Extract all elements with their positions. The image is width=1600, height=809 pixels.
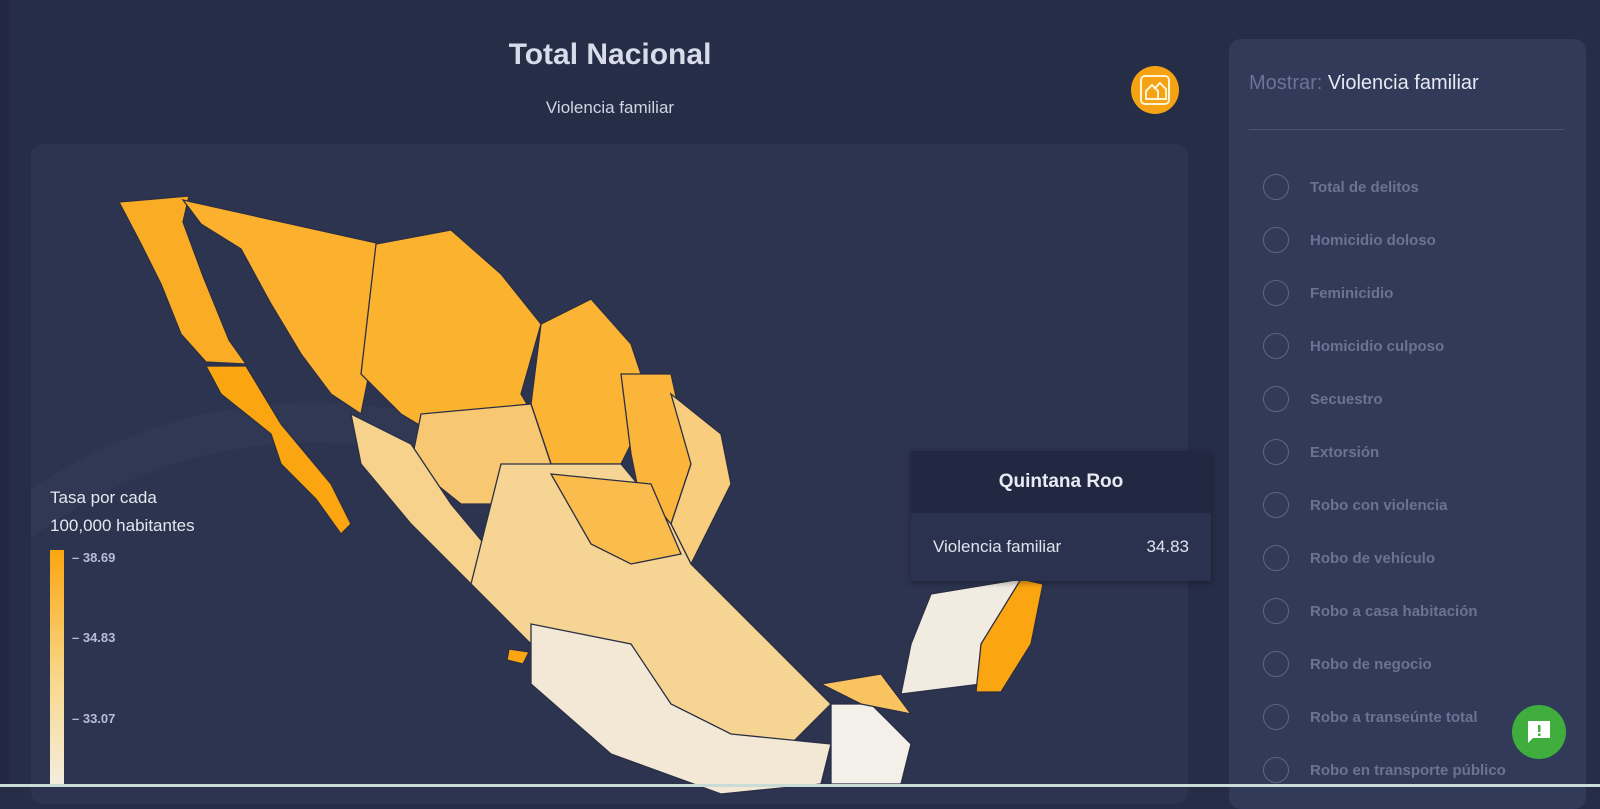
legend-title-line1: Tasa por cada [50, 488, 157, 507]
option-label: Homicidio doloso [1310, 231, 1436, 249]
option-label: Total de delitos [1310, 178, 1419, 196]
state-guerrero-oaxaca [530, 623, 832, 795]
option-label: Feminicidio [1310, 284, 1394, 302]
option-label: Robo en transporte público [1310, 761, 1506, 779]
metric-option[interactable]: Feminicidio [1263, 279, 1393, 307]
option-label: Extorsión [1310, 443, 1380, 461]
option-label: Robo de vehículo [1310, 549, 1436, 567]
selected-metric: Violencia familiar [1327, 72, 1479, 94]
metric-option[interactable]: Total de delitos [1263, 173, 1419, 201]
state-baja-california-sur [204, 365, 352, 536]
radio-button[interactable] [1263, 174, 1289, 200]
radio-button[interactable] [1263, 492, 1289, 518]
metric-option[interactable]: Homicidio doloso [1263, 226, 1436, 254]
legend-tick: – 34.83 [72, 630, 116, 645]
metric-option[interactable]: Robo a transeúnte total [1263, 703, 1478, 731]
page-title: Total Nacional [508, 38, 712, 71]
metric-option[interactable]: Homicidio culposo [1263, 332, 1444, 360]
state-tabasco [818, 673, 913, 715]
tooltip-value: 34.83 [1146, 537, 1189, 556]
radio-button[interactable] [1263, 439, 1289, 465]
panel-header: Mostrar: Violencia familiar [1249, 72, 1479, 94]
map-tooltip: Quintana Roo Violencia familiar 34.83 [911, 451, 1211, 581]
metric-selector-panel: Mostrar: Violencia familiar Total de del… [1229, 39, 1586, 809]
legend-tick: – 38.69 [72, 550, 116, 565]
state-colima [506, 648, 530, 665]
radio-button[interactable] [1263, 545, 1289, 571]
metric-option[interactable]: Extorsión [1263, 438, 1379, 466]
metric-option[interactable]: Robo con violencia [1263, 491, 1448, 519]
radio-button[interactable] [1263, 280, 1289, 306]
feedback-button[interactable] [1512, 705, 1566, 759]
state-chiapas [830, 703, 912, 785]
map-card [31, 144, 1188, 804]
legend-title: Tasa por cada 100,000 habitantes [50, 484, 195, 540]
radio-button[interactable] [1263, 227, 1289, 253]
state-baja-california [117, 195, 248, 365]
metric-option[interactable]: Robo de vehículo [1263, 544, 1435, 572]
legend-title-line2: 100,000 habitantes [50, 516, 195, 535]
feedback-icon [1528, 721, 1550, 743]
option-label: Robo de negocio [1310, 655, 1432, 673]
state-yucatan-campeche [900, 578, 1023, 695]
metric-option[interactable]: Secuestro [1263, 385, 1383, 413]
radio-button[interactable] [1263, 333, 1289, 359]
divider [1249, 129, 1564, 130]
metric-option[interactable]: Robo en transporte público [1263, 756, 1506, 784]
page-subtitle: Violencia familiar [545, 98, 675, 117]
state-quintana-roo [975, 578, 1044, 693]
legend-tick: – 33.07 [72, 711, 116, 726]
family-violence-icon[interactable] [1131, 66, 1179, 114]
mexico-map [31, 195, 1044, 795]
tooltip-metric: Violencia familiar [933, 537, 1062, 556]
radio-button[interactable] [1263, 651, 1289, 677]
option-label: Secuestro [1310, 390, 1383, 408]
option-label: Robo a casa habitación [1310, 602, 1478, 620]
option-label: Robo con violencia [1310, 496, 1448, 514]
page-edge [0, 0, 10, 787]
option-label: Robo a transeúnte total [1310, 708, 1478, 726]
tooltip-state: Quintana Roo [911, 451, 1211, 513]
bottom-bar [0, 784, 1600, 787]
radio-button[interactable] [1263, 704, 1289, 730]
radio-button[interactable] [1263, 598, 1289, 624]
legend-color-scale [50, 550, 64, 787]
radio-button[interactable] [1263, 386, 1289, 412]
radio-button[interactable] [1263, 757, 1289, 783]
option-label: Homicidio culposo [1310, 337, 1445, 355]
state-zacatecas-sl [549, 473, 682, 565]
metric-option[interactable]: Robo a casa habitación [1263, 597, 1478, 625]
metric-option[interactable]: Robo de negocio [1263, 650, 1432, 678]
